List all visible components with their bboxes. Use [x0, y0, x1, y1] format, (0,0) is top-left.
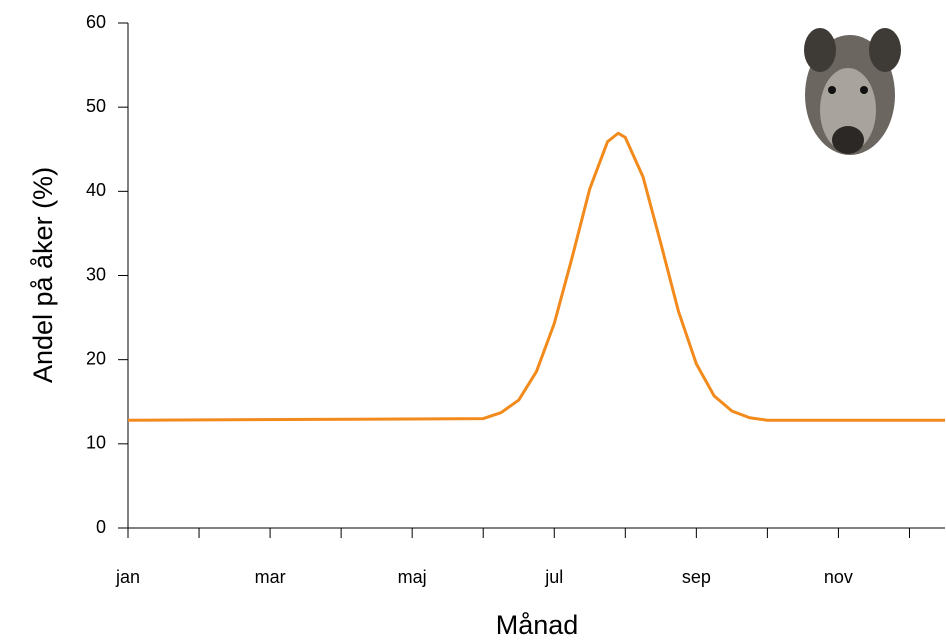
- y-tick-label: 20: [86, 348, 106, 368]
- x-tick-label: jul: [544, 567, 563, 587]
- y-tick-label: 50: [86, 96, 106, 116]
- line: [127, 131, 945, 422]
- x-tick-label: jan: [115, 567, 140, 587]
- y-axis-title: Andel på åker (%): [28, 167, 58, 383]
- y-tick-label: 30: [86, 264, 106, 284]
- x-tick-label: sep: [682, 567, 711, 587]
- x-axis-title: Månad: [496, 610, 579, 640]
- x-tick-label: nov: [824, 567, 853, 587]
- x-tick-label: maj: [398, 567, 427, 587]
- y-tick-label: 10: [86, 433, 106, 453]
- x-tick-label: mar: [255, 567, 286, 587]
- y-tick-label: 40: [86, 180, 106, 200]
- y-tick-label: 0: [96, 517, 106, 537]
- y-tick-label: 60: [86, 12, 106, 32]
- boar-picture: [804, 28, 901, 155]
